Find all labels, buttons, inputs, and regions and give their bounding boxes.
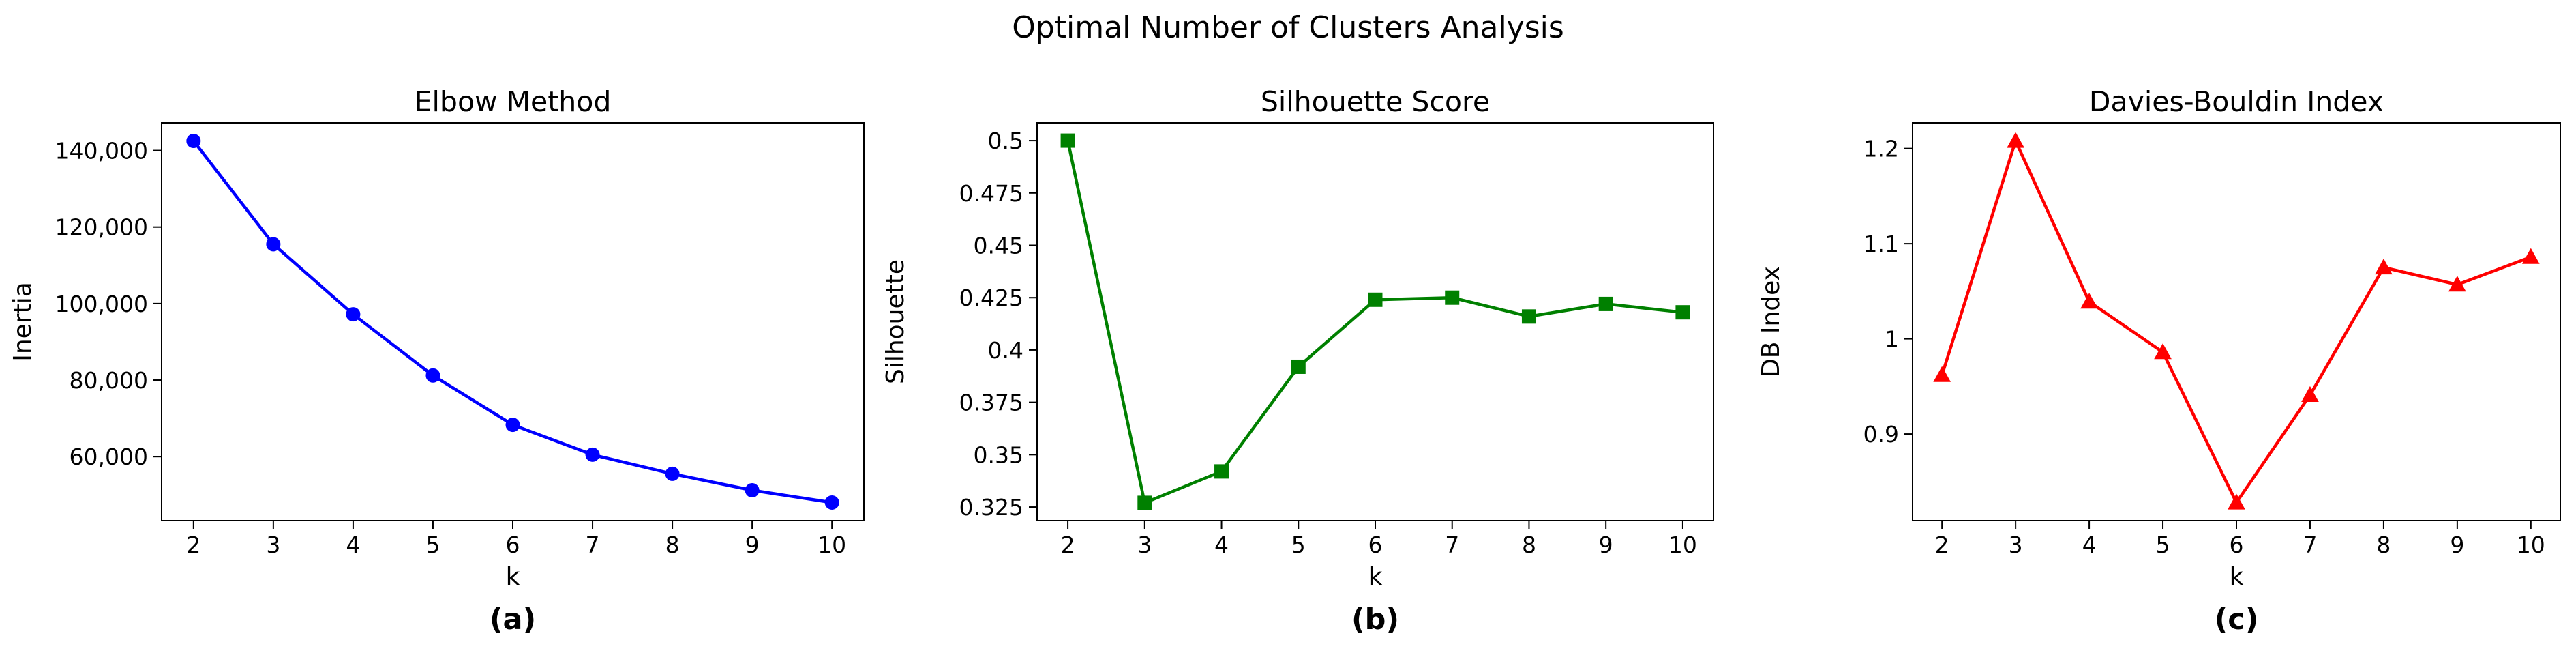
y-tick-label: 0.425: [959, 285, 1023, 311]
data-point-k6: [2228, 493, 2245, 510]
x-tick-label: 5: [425, 532, 440, 558]
x-tick-label: 10: [818, 532, 846, 558]
data-point-k2: [186, 134, 201, 149]
x-tick-label: 3: [1137, 532, 1152, 558]
chart-panel-davies-bouldin: 2 3 4 5 6 7 8 9 10 0.9 1 1.1 1.2 Davies-Bouldin Index…: [1757, 85, 2561, 637]
x-tick-label: 2: [1935, 532, 1949, 558]
y-tick-label: 0.45: [974, 233, 1023, 259]
chart-panel-silhouette: 2 3 4 5 6 7 8 9 10 0.325 0.35 0.375 0.4 0.425 0.45 0.47…: [882, 85, 1714, 637]
x-tick-label: 7: [1445, 532, 1459, 558]
series-line: [1066, 140, 1683, 505]
y-tick-label: 0.4: [988, 337, 1023, 364]
x-tick-label: 9: [745, 532, 760, 558]
x-tick-label: 8: [665, 532, 680, 558]
panel-label: (c): [2215, 603, 2259, 637]
panel-label: (b): [1351, 603, 1399, 637]
y-axis-label: Inertia: [9, 282, 37, 362]
y-tick-label: 0.325: [959, 494, 1023, 521]
y-tick-label: 0.475: [959, 180, 1023, 207]
y-tick-label: 60,000: [70, 444, 148, 470]
data-point-k7: [2301, 386, 2319, 402]
panels: 2 3 4 5 6 7 8 9 10 60,000 80,000 100,000 120,000 140,…: [9, 85, 2561, 637]
chart-title: Davies-Bouldin Index: [2089, 85, 2384, 118]
series-line: [1941, 139, 2532, 504]
x-tick-label: 9: [2450, 532, 2464, 558]
x-tick-label: 10: [1668, 532, 1697, 558]
data-point-k6: [1368, 292, 1383, 307]
chart-title: Silhouette Score: [1261, 85, 1490, 118]
x-tick-label: 4: [1214, 532, 1229, 558]
data-point-k4: [346, 307, 361, 322]
data-point-k3: [266, 237, 281, 252]
x-axis-label: k: [506, 563, 520, 591]
chart-title: Elbow Method: [415, 85, 612, 118]
x-tick-label: 2: [186, 532, 200, 558]
data-point-k9: [1598, 296, 1613, 311]
x-tick-label: 5: [1291, 532, 1306, 558]
y-tick-label: 80,000: [70, 367, 148, 394]
x-axis-label: k: [1368, 563, 1383, 591]
x-tick-label: 6: [1368, 532, 1383, 558]
x-tick-label: 5: [2156, 532, 2170, 558]
data-point-k7: [585, 447, 600, 462]
data-point-k8: [665, 466, 680, 481]
plot-area-frame: [161, 122, 865, 521]
data-point-k5: [2154, 343, 2172, 360]
x-tick-label: 7: [2303, 532, 2317, 558]
data-point-k10: [1675, 305, 1690, 320]
x-axis-label: k: [2230, 563, 2244, 591]
y-tick-label: 1.1: [1863, 231, 1899, 257]
x-tick-label: 4: [2082, 532, 2097, 558]
figure-suptitle: Optimal Number of Clusters Analysis: [1012, 10, 1564, 45]
x-tick-label: 10: [2517, 532, 2545, 558]
data-point-k5: [1291, 359, 1306, 374]
x-tick-label: 6: [2230, 532, 2244, 558]
y-tick-label: 0.375: [959, 390, 1023, 416]
data-point-k5: [425, 368, 440, 383]
y-tick-label: 0.35: [974, 441, 1023, 468]
plot-area-frame: [1912, 122, 2561, 521]
y-tick-label: 120,000: [55, 214, 148, 241]
data-point-k6: [505, 418, 520, 433]
y-tick-label: 1: [1885, 326, 1899, 353]
data-point-k4: [2080, 293, 2098, 309]
y-tick-label: 0.5: [988, 128, 1023, 154]
data-point-k2: [1933, 366, 1951, 382]
plot-area-frame: [1036, 122, 1714, 521]
x-tick-label: 6: [506, 532, 520, 558]
data-point-k10: [824, 495, 839, 510]
x-tick-label: 4: [346, 532, 360, 558]
data-point-k8: [2375, 258, 2393, 275]
data-point-k3: [2007, 132, 2024, 148]
panel-label: (a): [490, 603, 536, 637]
x-tick-label: 3: [266, 532, 280, 558]
series-line: [192, 140, 833, 504]
data-point-k9: [745, 483, 760, 498]
x-tick-label: 7: [586, 532, 600, 558]
y-tick-label: 140,000: [55, 138, 148, 164]
data-point-k4: [1214, 464, 1229, 479]
y-axis-label: DB Index: [1757, 266, 1785, 377]
data-point-k2: [1060, 133, 1075, 148]
x-tick-label: 8: [1522, 532, 1536, 558]
x-tick-label: 8: [2376, 532, 2391, 558]
data-point-k3: [1137, 495, 1152, 510]
data-point-k8: [1521, 309, 1536, 324]
data-point-k9: [2448, 276, 2466, 292]
data-point-k7: [1445, 290, 1460, 305]
data-point-k10: [2521, 248, 2540, 264]
y-tick-label: 0.9: [1863, 421, 1899, 448]
y-tick-label: 1.2: [1863, 136, 1899, 162]
x-tick-label: 3: [2009, 532, 2023, 558]
y-axis-label: Silhouette: [882, 259, 910, 384]
x-tick-label: 2: [1061, 532, 1075, 558]
chart-panel-elbow: 2 3 4 5 6 7 8 9 10 60,000 80,000 100,000 120,000 140,…: [9, 85, 865, 637]
x-tick-label: 9: [1599, 532, 1613, 558]
y-tick-label: 100,000: [55, 291, 148, 317]
